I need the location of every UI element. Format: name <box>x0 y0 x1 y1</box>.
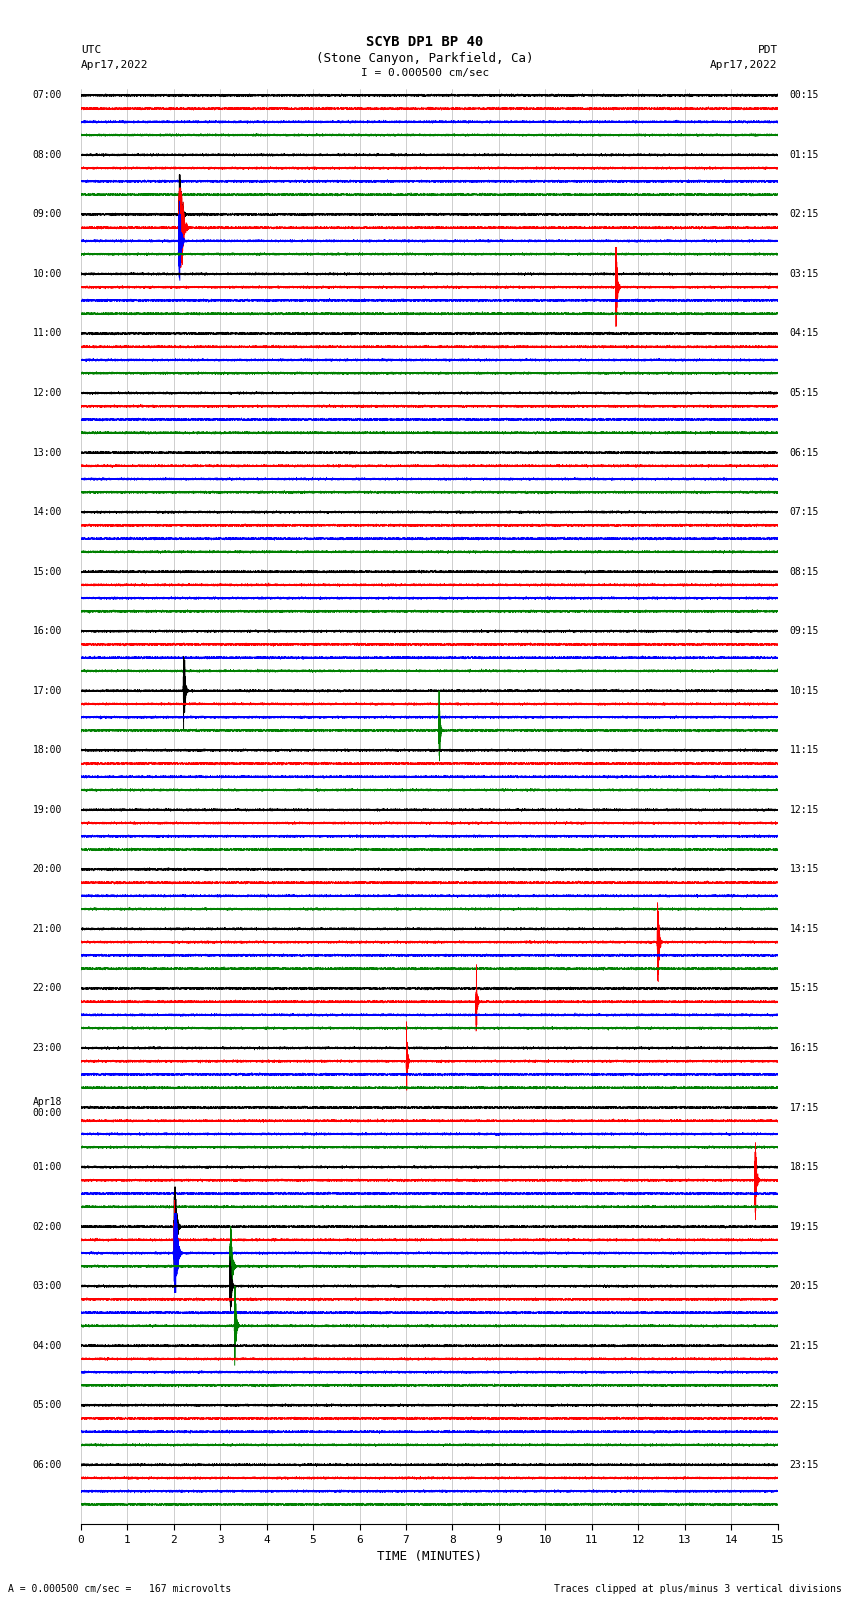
Text: 08:15: 08:15 <box>790 566 819 577</box>
Text: A = 0.000500 cm/sec =   167 microvolts: A = 0.000500 cm/sec = 167 microvolts <box>8 1584 232 1594</box>
Text: 09:00: 09:00 <box>33 210 62 219</box>
Text: 14:15: 14:15 <box>790 924 819 934</box>
Text: 07:15: 07:15 <box>790 506 819 518</box>
Text: 11:15: 11:15 <box>790 745 819 755</box>
Text: 06:00: 06:00 <box>33 1460 62 1469</box>
Text: 17:00: 17:00 <box>33 686 62 695</box>
Text: 14:00: 14:00 <box>33 506 62 518</box>
Text: 04:15: 04:15 <box>790 329 819 339</box>
Text: 17:15: 17:15 <box>790 1103 819 1113</box>
Text: 10:00: 10:00 <box>33 269 62 279</box>
Text: 11:00: 11:00 <box>33 329 62 339</box>
Text: 19:15: 19:15 <box>790 1221 819 1232</box>
Text: 18:00: 18:00 <box>33 745 62 755</box>
Text: 05:15: 05:15 <box>790 389 819 398</box>
Text: 10:15: 10:15 <box>790 686 819 695</box>
Text: 02:15: 02:15 <box>790 210 819 219</box>
Text: (Stone Canyon, Parkfield, Ca): (Stone Canyon, Parkfield, Ca) <box>316 52 534 65</box>
Text: 20:00: 20:00 <box>33 865 62 874</box>
Text: 21:15: 21:15 <box>790 1340 819 1350</box>
Text: I = 0.000500 cm/sec: I = 0.000500 cm/sec <box>361 68 489 77</box>
Text: 01:00: 01:00 <box>33 1161 62 1173</box>
Text: Apr18
00:00: Apr18 00:00 <box>33 1097 62 1118</box>
Text: 18:15: 18:15 <box>790 1161 819 1173</box>
Text: 21:00: 21:00 <box>33 924 62 934</box>
Text: 16:15: 16:15 <box>790 1044 819 1053</box>
Text: 05:00: 05:00 <box>33 1400 62 1410</box>
Text: 00:15: 00:15 <box>790 90 819 100</box>
Text: 08:00: 08:00 <box>33 150 62 160</box>
Text: 20:15: 20:15 <box>790 1281 819 1290</box>
Text: 22:15: 22:15 <box>790 1400 819 1410</box>
Text: 19:00: 19:00 <box>33 805 62 815</box>
Text: SCYB DP1 BP 40: SCYB DP1 BP 40 <box>366 35 484 50</box>
Text: 15:15: 15:15 <box>790 984 819 994</box>
Text: 23:00: 23:00 <box>33 1044 62 1053</box>
Text: 03:15: 03:15 <box>790 269 819 279</box>
Text: 07:00: 07:00 <box>33 90 62 100</box>
Text: 13:00: 13:00 <box>33 447 62 458</box>
Text: 23:15: 23:15 <box>790 1460 819 1469</box>
Text: Apr17,2022: Apr17,2022 <box>711 60 778 69</box>
Text: 06:15: 06:15 <box>790 447 819 458</box>
Text: Apr17,2022: Apr17,2022 <box>81 60 148 69</box>
Text: 22:00: 22:00 <box>33 984 62 994</box>
Text: UTC: UTC <box>81 45 101 55</box>
Text: 02:00: 02:00 <box>33 1221 62 1232</box>
Text: 12:15: 12:15 <box>790 805 819 815</box>
Text: 12:00: 12:00 <box>33 389 62 398</box>
X-axis label: TIME (MINUTES): TIME (MINUTES) <box>377 1550 482 1563</box>
Text: 09:15: 09:15 <box>790 626 819 636</box>
Text: 13:15: 13:15 <box>790 865 819 874</box>
Text: 16:00: 16:00 <box>33 626 62 636</box>
Text: 03:00: 03:00 <box>33 1281 62 1290</box>
Text: 01:15: 01:15 <box>790 150 819 160</box>
Text: Traces clipped at plus/minus 3 vertical divisions: Traces clipped at plus/minus 3 vertical … <box>553 1584 842 1594</box>
Text: PDT: PDT <box>757 45 778 55</box>
Text: 15:00: 15:00 <box>33 566 62 577</box>
Text: 04:00: 04:00 <box>33 1340 62 1350</box>
